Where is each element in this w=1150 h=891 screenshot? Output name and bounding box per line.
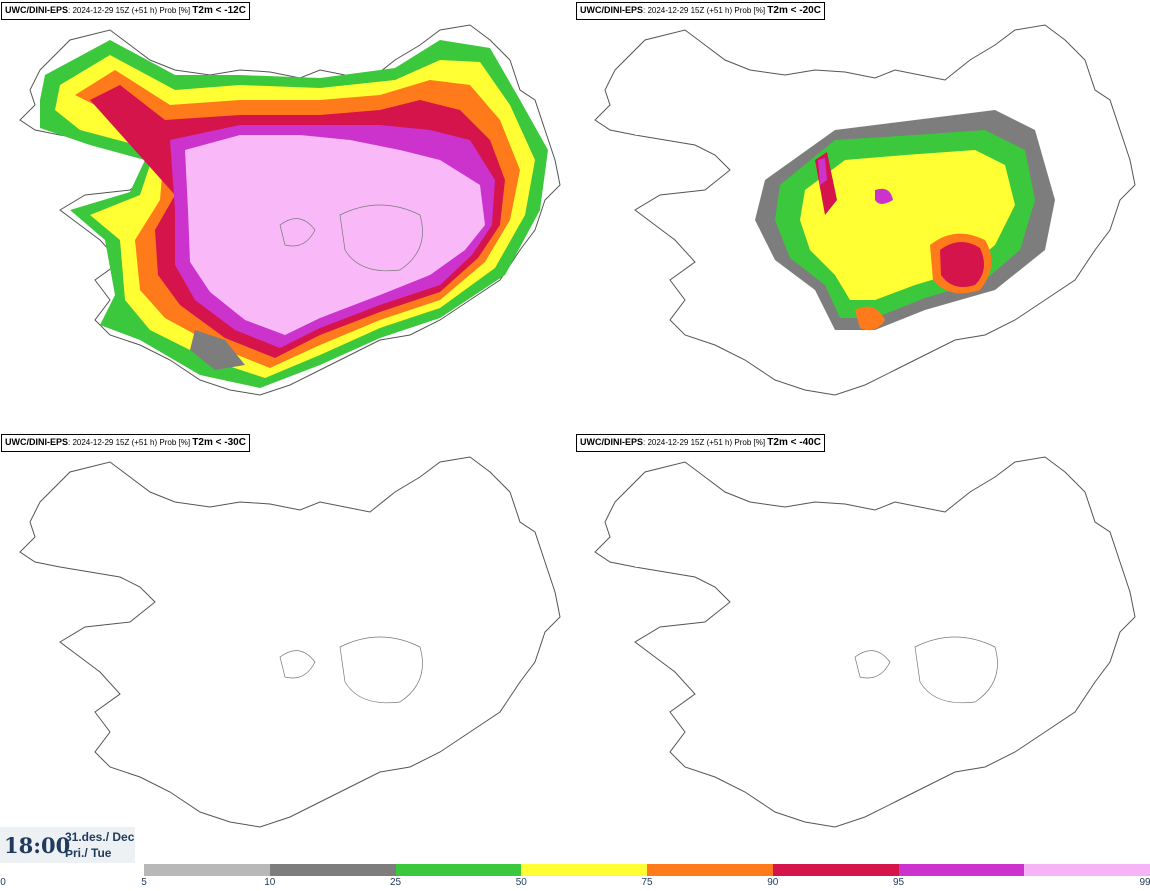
map-panel-t2m-minus20: UWC/DINI-EPS: 2024-12-29 15Z (+51 h) Pro… bbox=[575, 0, 1150, 432]
legend-tick-label: 75 bbox=[641, 877, 653, 888]
legend-segment-4 bbox=[521, 864, 647, 876]
panel-title: UWC/DINI-EPS: 2024-12-29 15Z (+51 h) Pro… bbox=[576, 2, 825, 20]
probability-color-legend bbox=[144, 864, 1150, 876]
model-name: UWC/DINI-EPS bbox=[580, 437, 643, 447]
panel-title: UWC/DINI-EPS: 2024-12-29 15Z (+51 h) Pro… bbox=[1, 2, 250, 20]
map-panel-t2m-minus40: UWC/DINI-EPS: 2024-12-29 15Z (+51 h) Pro… bbox=[575, 432, 1150, 864]
variable-threshold: T2m < -40C bbox=[767, 437, 821, 448]
map-panel-t2m-minus30: UWC/DINI-EPS: 2024-12-29 15Z (+51 h) Pro… bbox=[0, 432, 575, 864]
valid-weekday: Þri./ Tue bbox=[65, 846, 112, 860]
legend-tick-label: 0 bbox=[0, 877, 6, 888]
legend-tick-label: 25 bbox=[389, 877, 402, 888]
glacier-outline bbox=[854, 636, 998, 704]
panel-title: UWC/DINI-EPS: 2024-12-29 15Z (+51 h) Pro… bbox=[576, 434, 825, 452]
legend-tick-label: 5 bbox=[141, 877, 147, 888]
legend-segment-2 bbox=[269, 864, 396, 876]
valid-time: 18:00 bbox=[4, 833, 71, 858]
prob-grey-area bbox=[190, 330, 245, 370]
iceland-land-outline bbox=[19, 456, 561, 828]
legend-segment-1 bbox=[144, 864, 270, 876]
run-info: : 2024-12-29 15Z (+51 h) Prob [%] bbox=[643, 438, 768, 447]
legend-segment-6 bbox=[772, 864, 899, 876]
model-name: UWC/DINI-EPS bbox=[580, 5, 643, 15]
variable-threshold: T2m < -30C bbox=[192, 437, 246, 448]
legend-segment-7 bbox=[898, 864, 1025, 876]
run-info: : 2024-12-29 15Z (+51 h) Prob [%] bbox=[68, 438, 193, 447]
iceland-map-minus12 bbox=[19, 24, 561, 396]
map-panel-t2m-minus12: UWC/DINI-EPS: 2024-12-29 15Z (+51 h) Pro… bbox=[0, 0, 575, 432]
prob-red-area bbox=[815, 152, 984, 288]
legend-tick-label: 90 bbox=[767, 877, 779, 888]
model-name: UWC/DINI-EPS bbox=[5, 5, 68, 15]
iceland-map-minus30 bbox=[19, 456, 561, 828]
glacier-outline bbox=[279, 204, 423, 272]
panel-title: UWC/DINI-EPS: 2024-12-29 15Z (+51 h) Pro… bbox=[1, 434, 250, 452]
prob-pink-area bbox=[185, 135, 485, 335]
iceland-land-outline bbox=[594, 456, 1136, 828]
legend-tick-label: 10 bbox=[264, 877, 276, 888]
legend-segment-8 bbox=[1024, 864, 1150, 876]
legend-segment-3 bbox=[395, 864, 522, 876]
iceland-map-minus40 bbox=[594, 456, 1136, 828]
run-info: : 2024-12-29 15Z (+51 h) Prob [%] bbox=[68, 6, 193, 15]
model-name: UWC/DINI-EPS bbox=[5, 437, 68, 447]
variable-threshold: T2m < -20C bbox=[767, 5, 821, 16]
legend-segment-5 bbox=[647, 864, 773, 876]
legend-tick-label: 95 bbox=[892, 877, 905, 888]
glacier-outline bbox=[279, 636, 423, 704]
iceland-map-minus20 bbox=[594, 24, 1136, 396]
legend-tick-label: 50 bbox=[515, 877, 527, 888]
valid-date: 31.des./ Dec bbox=[65, 830, 135, 844]
valid-time-box: 18:00 31.des./ Dec Þri./ Tue bbox=[0, 827, 135, 863]
legend-tick-label: 99 bbox=[1139, 877, 1150, 888]
run-info: : 2024-12-29 15Z (+51 h) Prob [%] bbox=[643, 6, 768, 15]
prob-magenta-area bbox=[818, 158, 893, 204]
variable-threshold: T2m < -12C bbox=[192, 5, 246, 16]
